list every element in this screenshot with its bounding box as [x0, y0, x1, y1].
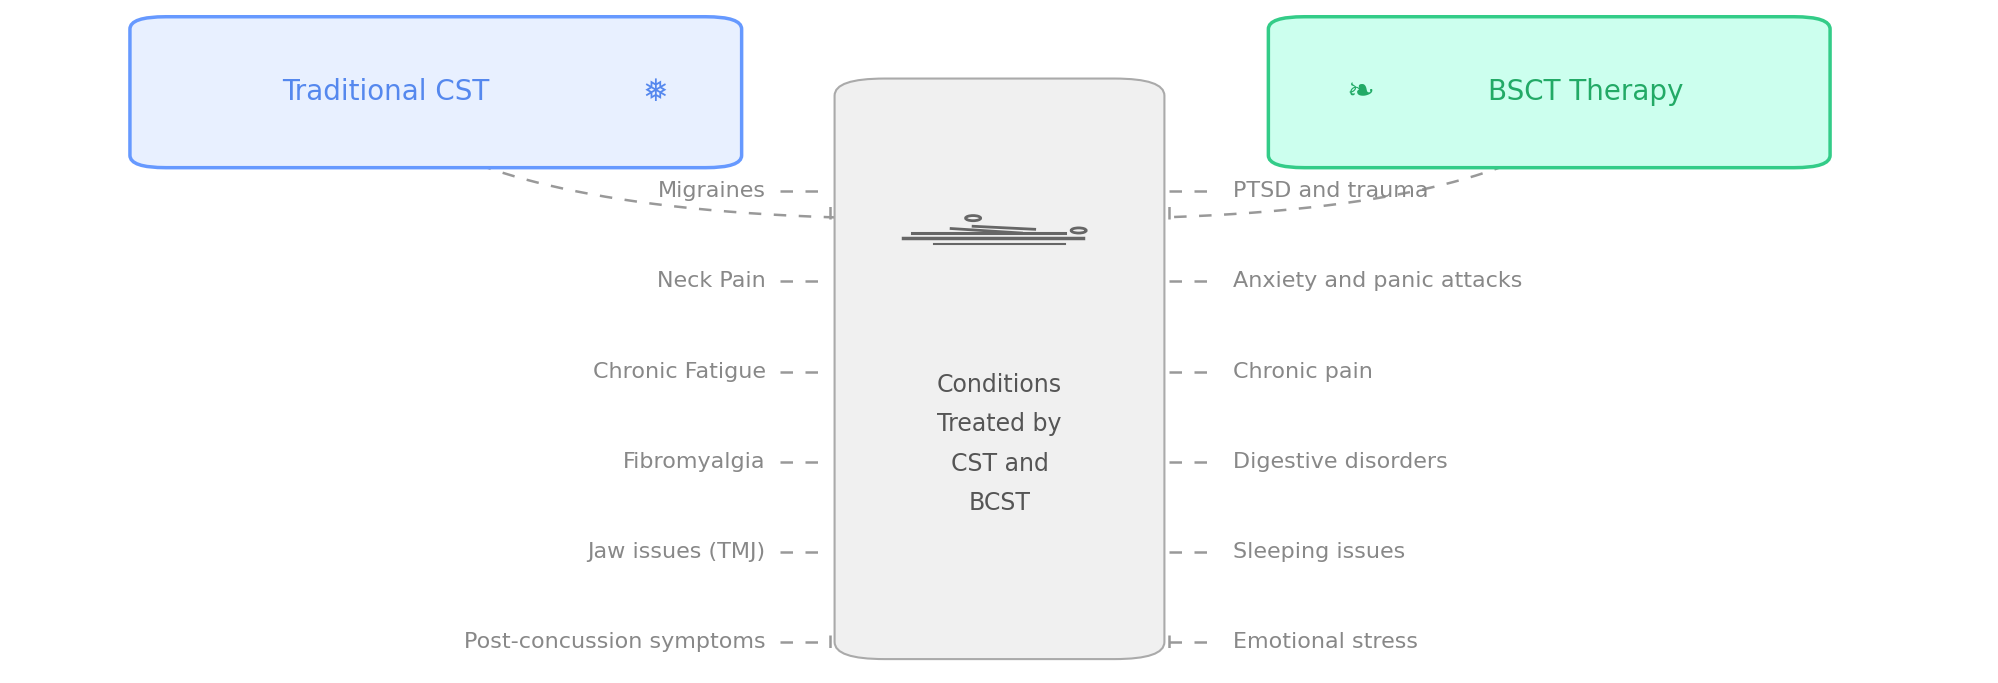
Text: Migraines: Migraines	[657, 181, 765, 201]
Text: Post-concussion symptoms: Post-concussion symptoms	[464, 632, 765, 652]
Text: Chronic Fatigue: Chronic Fatigue	[591, 361, 765, 382]
Text: Jaw issues (TMJ): Jaw issues (TMJ)	[587, 542, 765, 562]
Text: Traditional CST: Traditional CST	[282, 79, 490, 106]
Text: Chronic pain: Chronic pain	[1233, 361, 1373, 382]
FancyBboxPatch shape	[1269, 17, 1830, 168]
Text: ❅: ❅	[643, 78, 667, 107]
Text: Sleeping issues: Sleeping issues	[1233, 542, 1405, 562]
Text: PTSD and trauma: PTSD and trauma	[1233, 181, 1429, 201]
Text: Anxiety and panic attacks: Anxiety and panic attacks	[1233, 271, 1522, 292]
FancyBboxPatch shape	[130, 17, 741, 168]
Text: ❧: ❧	[1345, 76, 1375, 109]
FancyBboxPatch shape	[835, 79, 1163, 659]
Text: Neck Pain: Neck Pain	[657, 271, 765, 292]
Text: BSCT Therapy: BSCT Therapy	[1487, 79, 1682, 106]
Text: Emotional stress: Emotional stress	[1233, 632, 1419, 652]
Text: Conditions
Treated by
CST and
BCST: Conditions Treated by CST and BCST	[937, 373, 1061, 515]
Text: Fibromyalgia: Fibromyalgia	[623, 451, 765, 472]
Text: Digestive disorders: Digestive disorders	[1233, 451, 1447, 472]
